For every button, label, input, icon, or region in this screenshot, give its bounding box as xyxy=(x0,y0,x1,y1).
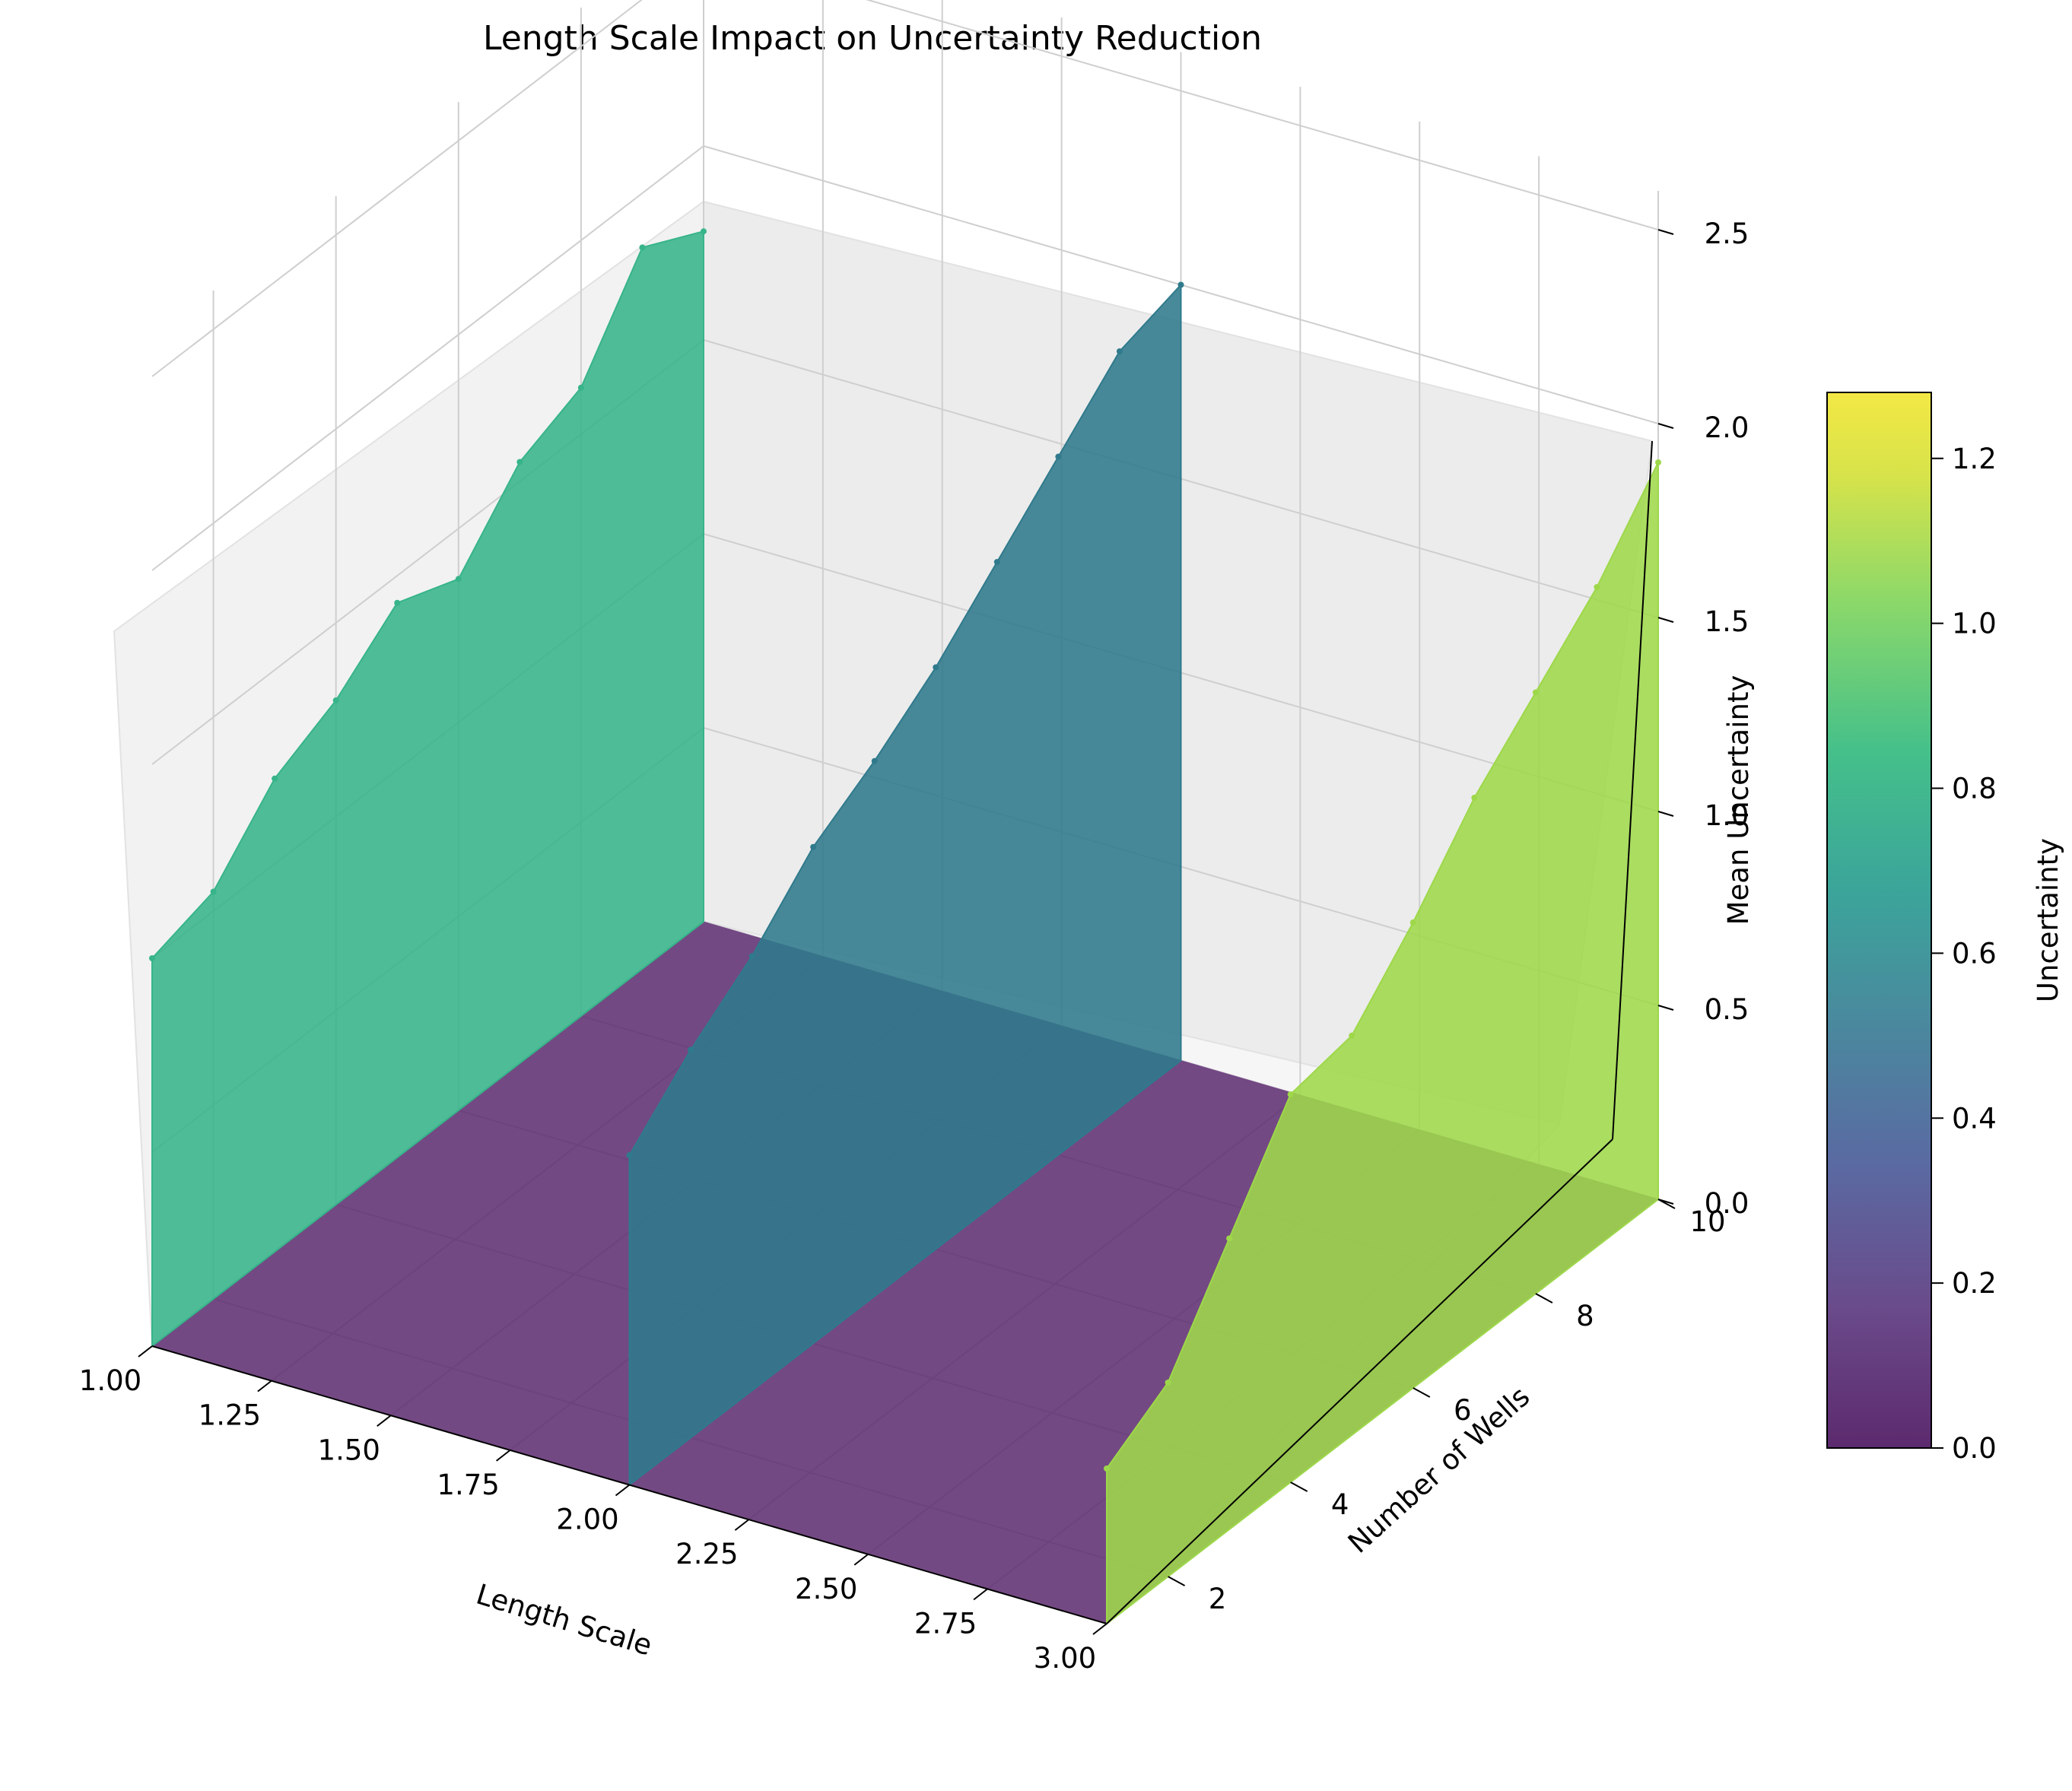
y-tick-label: 8 xyxy=(1576,1300,1594,1332)
x-tick-label: 1.75 xyxy=(437,1469,499,1501)
z-axis-label: Mean Uncertainty xyxy=(1722,675,1755,926)
data-point xyxy=(394,599,401,606)
colorbar-tick-label: 0.2 xyxy=(1952,1267,1997,1300)
data-point xyxy=(748,953,755,960)
data-point xyxy=(993,559,1000,565)
x-axis-label: Length Scale xyxy=(472,1578,656,1662)
data-point xyxy=(1409,919,1416,926)
colorbar-tick-label: 0.8 xyxy=(1952,773,1997,805)
x-tick-label: 1.00 xyxy=(79,1364,141,1397)
x-tick-label: 2.50 xyxy=(795,1573,857,1605)
x-tick xyxy=(138,1345,153,1358)
x-tick xyxy=(1092,1623,1108,1635)
data-point xyxy=(1177,281,1184,288)
x-tick xyxy=(377,1415,392,1427)
x-tick-label: 3.00 xyxy=(1034,1642,1096,1675)
z-tick-label: 0.5 xyxy=(1705,993,1749,1026)
data-point xyxy=(1226,1235,1233,1242)
colorbar: Uncertainty 0.0 0.2 0.4 0.6 0.8 1.0 1.2 xyxy=(1826,392,2064,1465)
z-tick xyxy=(1657,1199,1674,1205)
colorbar-gradient xyxy=(1826,392,1932,1449)
data-point xyxy=(1349,1032,1355,1039)
x-tick xyxy=(853,1553,869,1566)
data-point xyxy=(516,459,523,465)
data-point xyxy=(455,576,462,583)
z-tick-label: 0.0 xyxy=(1705,1187,1749,1220)
data-point xyxy=(1055,453,1062,460)
y-tick-label: 6 xyxy=(1454,1394,1472,1427)
y-tick-label: 4 xyxy=(1331,1488,1349,1521)
z-axis: Mean Uncertainty 0.0 0.5 1.0 1.5 2.0 2.5 xyxy=(1612,218,1755,1220)
x-tick xyxy=(734,1519,749,1531)
z-axis-line xyxy=(1612,440,1653,1140)
data-point xyxy=(577,384,584,391)
z-tick xyxy=(1657,423,1674,429)
z-tick xyxy=(1657,617,1674,623)
colorbar-tick-label: 0.4 xyxy=(1952,1102,1997,1135)
z-tick-label: 2.5 xyxy=(1705,218,1749,250)
data-point xyxy=(1655,459,1661,465)
data-point xyxy=(210,888,217,895)
data-point xyxy=(149,955,155,961)
z-tick xyxy=(1657,1005,1674,1011)
x-tick-label: 2.00 xyxy=(556,1504,618,1536)
x-tick-label: 2.75 xyxy=(914,1607,977,1640)
y-tick xyxy=(1290,1481,1308,1492)
data-point xyxy=(810,843,817,850)
surface-plot xyxy=(149,228,1661,1626)
data-point xyxy=(1532,689,1539,696)
z-tick xyxy=(1657,229,1674,235)
z-tick-label: 1.5 xyxy=(1705,605,1749,638)
data-point xyxy=(1116,348,1123,354)
data-point xyxy=(1165,1380,1171,1386)
x-tick xyxy=(257,1380,272,1392)
data-point xyxy=(332,697,339,703)
data-point xyxy=(272,775,278,782)
data-point xyxy=(1104,1466,1110,1472)
data-point xyxy=(1594,584,1600,590)
data-point xyxy=(933,664,939,671)
data-point xyxy=(688,1046,694,1053)
z-tick-label: 1.0 xyxy=(1705,799,1749,832)
data-point xyxy=(626,1152,633,1158)
data-point xyxy=(701,228,707,235)
data-point xyxy=(871,757,878,764)
colorbar-tick-label: 1.2 xyxy=(1952,443,1997,475)
data-point xyxy=(639,244,646,251)
x-tick-label: 1.25 xyxy=(199,1399,261,1432)
y-tick xyxy=(1168,1576,1186,1586)
z-tick-label: 2.0 xyxy=(1705,411,1749,444)
y-tick-label: 10 xyxy=(1689,1205,1725,1238)
x-tick xyxy=(496,1450,511,1462)
chart-title: Length Scale Impact on Uncertainty Reduc… xyxy=(483,19,1262,58)
x-tick xyxy=(973,1588,988,1601)
y-axis-line xyxy=(1106,1138,1613,1624)
x-tick-label: 1.50 xyxy=(318,1434,380,1466)
y-tick-label: 2 xyxy=(1209,1583,1227,1615)
data-point xyxy=(1471,795,1478,801)
colorbar-tick-label: 0.0 xyxy=(1952,1432,1997,1465)
x-tick-label: 2.25 xyxy=(675,1538,738,1570)
x-tick xyxy=(615,1484,631,1497)
data-point xyxy=(1287,1091,1294,1097)
colorbar-tick-label: 1.0 xyxy=(1952,608,1997,640)
y-tick xyxy=(1535,1293,1553,1304)
colorbar-tick-label: 0.6 xyxy=(1952,937,1997,970)
z-tick xyxy=(1657,811,1674,817)
colorbar-label: Uncertainty xyxy=(2032,838,2064,1002)
y-tick xyxy=(1413,1387,1431,1398)
